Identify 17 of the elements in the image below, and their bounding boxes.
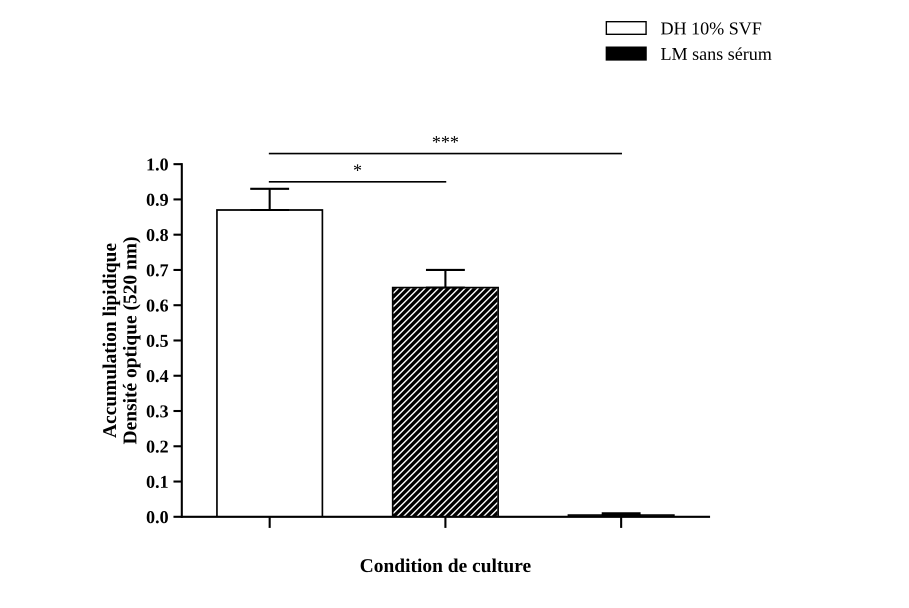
y-tick-label: 0.4 (146, 370, 168, 382)
x-axis-title: Condition de culture (360, 558, 531, 572)
y-tick-label: 0.7 (146, 264, 168, 276)
y-tick-label: 1.0 (147, 158, 168, 171)
y-tick-label: 0.5 (146, 334, 168, 347)
y-axis-title: Accumulation lipidique Densité optique (520 nm) (102, 237, 140, 444)
legend-label: LM sans sérum (661, 47, 772, 60)
y-tick-label: 0.1 (146, 476, 168, 488)
text: *** (432, 136, 458, 143)
y-tick-label: 0.0 (146, 511, 168, 524)
legend-label: DH 10% SVF (661, 22, 762, 35)
y-tick-label: 0.8 (146, 228, 168, 242)
y-tick-label: 0.2 (146, 440, 168, 453)
y-tick-label: 0.3 (146, 405, 168, 418)
annotation: * (354, 164, 362, 171)
y-tick-label: 0.6 (146, 299, 168, 312)
y-tick-label: 0.9 (146, 194, 168, 206)
